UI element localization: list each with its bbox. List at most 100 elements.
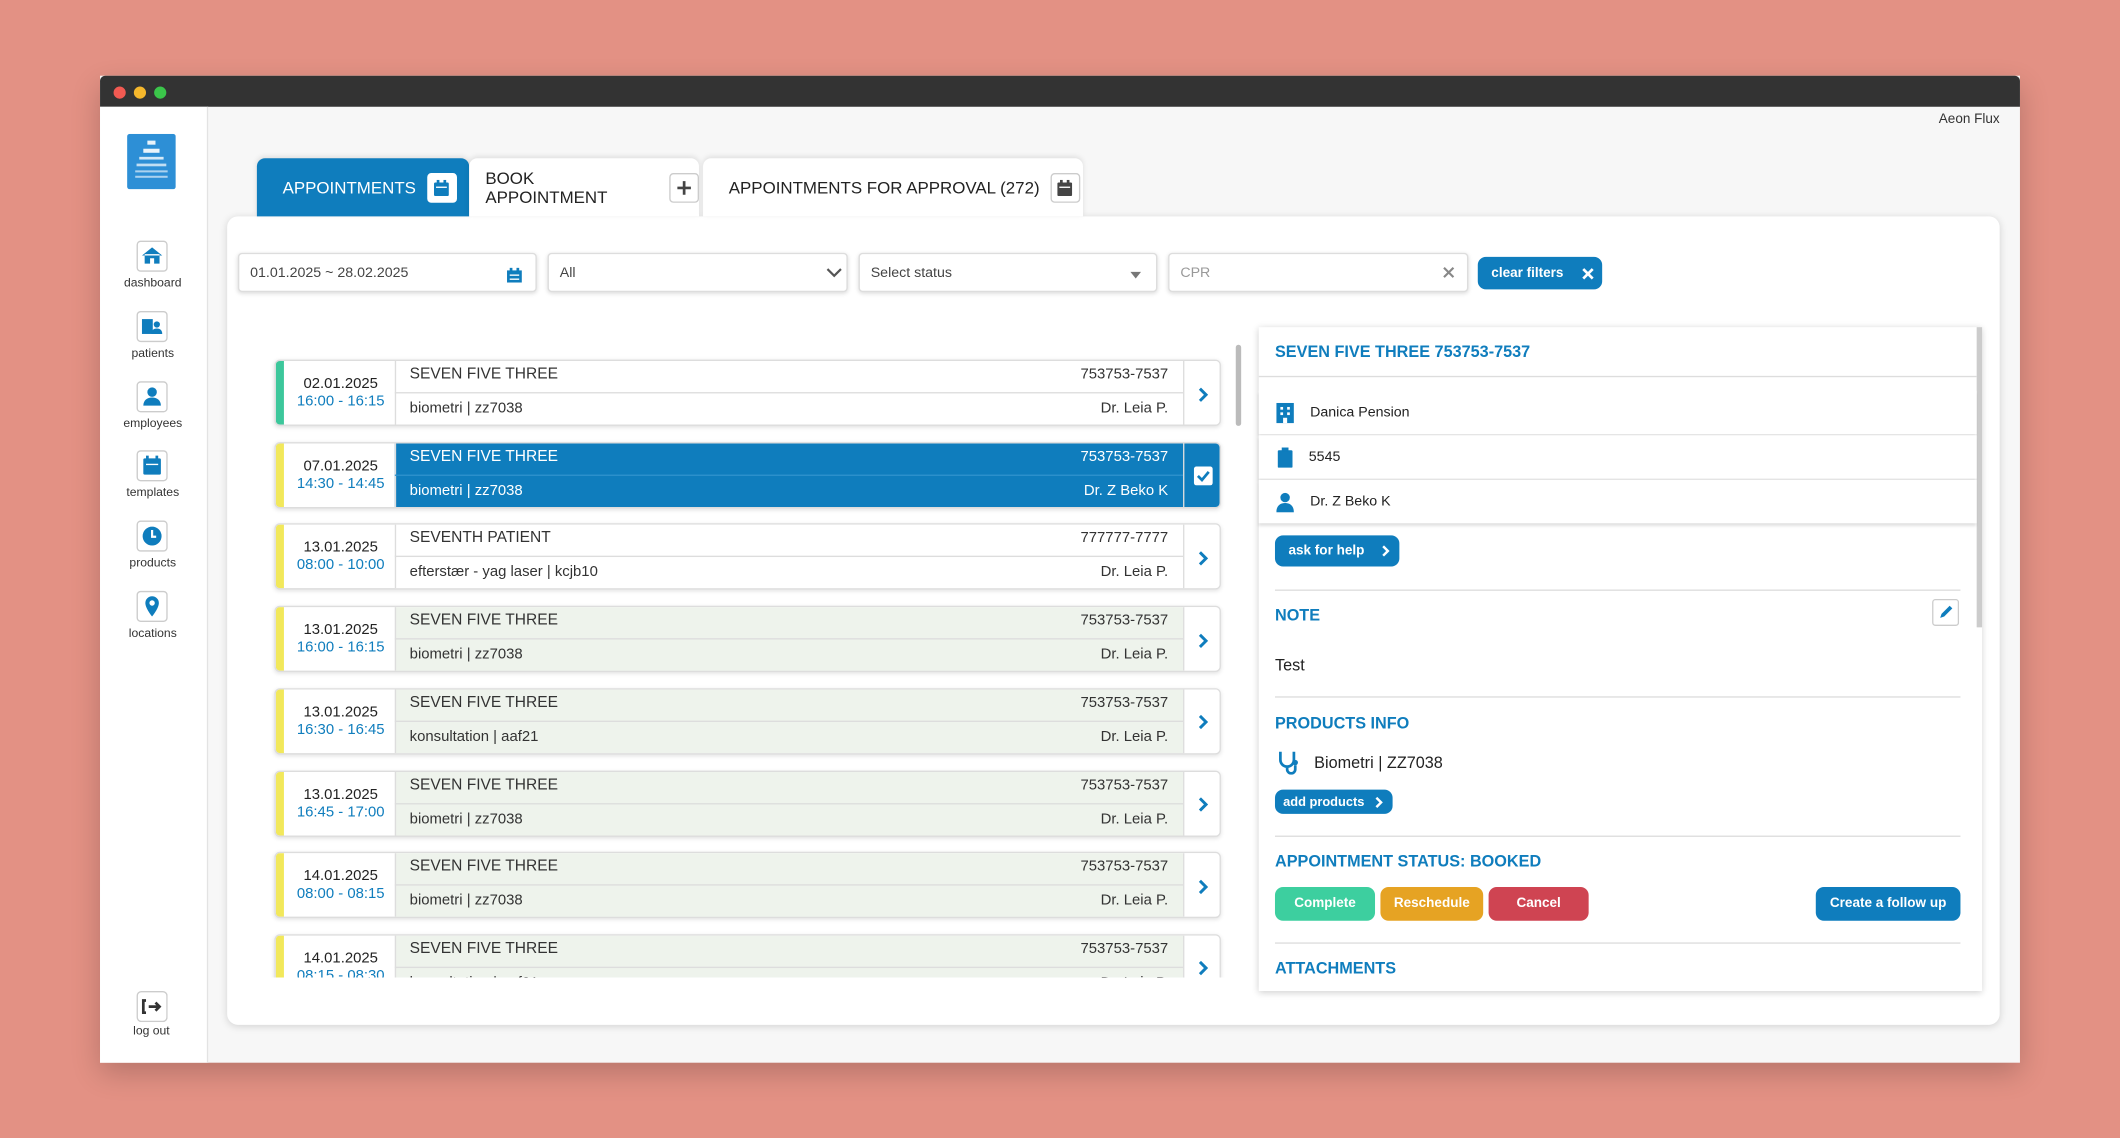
nav-label[interactable]: dashboard <box>124 275 182 290</box>
products-title: PRODUCTS INFO <box>1274 713 1410 733</box>
open-button[interactable] <box>1183 360 1220 425</box>
ask-help-text: ask for help <box>1288 543 1365 559</box>
open-button[interactable] <box>1183 771 1220 835</box>
logout-label[interactable]: log out <box>133 1023 170 1038</box>
close-dot[interactable] <box>113 86 126 99</box>
clear-filters-button[interactable]: clear filters <box>1477 256 1603 290</box>
doctor-row: Dr. Z Beko K <box>1258 479 1977 524</box>
divider <box>1258 375 1977 378</box>
nav-label[interactable]: locations <box>128 625 177 640</box>
date: 13.01.2025 <box>303 786 378 803</box>
description: biometri | zz7038 <box>409 482 523 499</box>
divider <box>1274 589 1961 591</box>
divider <box>394 720 1184 722</box>
open-button[interactable] <box>1183 935 1220 978</box>
appointment-row[interactable]: 13.01.2025 16:30 - 16:45 SEVEN FIVE THREE 7… <box>274 687 1221 755</box>
nav-label[interactable]: templates <box>126 485 180 500</box>
patient-name: SEVEN FIVE THREE <box>409 776 559 793</box>
time: 16:00 - 16:15 <box>296 393 385 410</box>
appointment-row[interactable]: 14.01.2025 08:00 - 08:15 SEVEN FIVE THREE 7… <box>274 852 1221 919</box>
location-select-text: All <box>559 264 576 281</box>
open-button[interactable] <box>1183 443 1220 507</box>
status-select[interactable]: Select status <box>858 252 1158 293</box>
follow-up-button[interactable]: Create a follow up <box>1815 886 1961 921</box>
status-accent <box>275 443 284 507</box>
description: biometri | zz7038 <box>409 400 523 417</box>
patient-cpr: 753753-7537 <box>1080 366 1169 383</box>
date: 14.01.2025 <box>303 868 378 885</box>
open-button[interactable] <box>1183 525 1220 589</box>
status-accent <box>275 360 284 425</box>
open-button[interactable] <box>1183 689 1220 753</box>
appointment-row[interactable]: 13.01.2025 08:00 - 10:00 SEVENTH PATIENT 77… <box>274 523 1221 591</box>
stethoscope-icon <box>1279 751 1298 775</box>
patient-name: SEVEN FIVE THREE <box>409 694 559 711</box>
doctor: Dr. Leia P. <box>1100 810 1169 827</box>
nav-icon[interactable] <box>136 590 168 622</box>
nav-icon[interactable] <box>136 450 168 482</box>
icon <box>143 456 161 476</box>
user-name[interactable]: Aeon Flux <box>1938 112 2000 128</box>
nav-label[interactable]: employees <box>123 415 183 430</box>
patient-name: SEVEN FIVE THREE <box>409 612 559 629</box>
appointment-row[interactable]: 07.01.2025 14:30 - 14:45 SEVEN FIVE THREE 7… <box>274 441 1221 508</box>
minimize-dot[interactable] <box>133 86 147 99</box>
nav-icon[interactable] <box>136 240 168 272</box>
building-icon <box>1276 402 1294 423</box>
logout-icon[interactable] <box>136 991 168 1023</box>
tab[interactable]: APPOINTMENTS <box>256 158 470 217</box>
tab-label: APPOINTMENTS <box>282 177 416 197</box>
edit-note-button[interactable] <box>1932 598 1960 626</box>
detail-scrollbar[interactable] <box>1976 327 1983 628</box>
patient-cpr: 753753-7537 <box>1080 448 1169 465</box>
nav-label[interactable]: patients <box>131 345 175 360</box>
status-select-text: Select status <box>870 264 953 281</box>
doctor: Dr. Leia P. <box>1100 646 1169 663</box>
tab[interactable]: APPOINTMENTS FOR APPROVAL (272) <box>703 158 1083 217</box>
add-products-button[interactable]: add products <box>1274 789 1393 814</box>
list-scrollbar[interactable] <box>1235 344 1242 426</box>
date: 07.01.2025 <box>303 457 378 475</box>
tab[interactable]: BOOK APPOINTMENT <box>469 158 700 217</box>
location-select[interactable]: All <box>547 252 848 293</box>
divider <box>394 638 1184 640</box>
appointment-row[interactable]: 13.01.2025 16:45 - 17:00 SEVEN FIVE THREE 7… <box>274 769 1221 837</box>
open-button[interactable] <box>1183 853 1220 917</box>
chevron-icon <box>1198 633 1209 648</box>
divider <box>1274 942 1961 944</box>
divider <box>394 966 1184 968</box>
clear-icon[interactable] <box>1443 266 1455 278</box>
status-accent <box>275 689 284 753</box>
nav-icon[interactable] <box>136 310 168 342</box>
nav-icon[interactable] <box>136 520 168 552</box>
patient-name: SEVEN FIVE THREE <box>409 448 559 465</box>
appointment-row[interactable]: 13.01.2025 16:00 - 16:15 SEVEN FIVE THREE 7… <box>274 605 1221 673</box>
time: 08:00 - 10:00 <box>296 557 385 574</box>
cpr-placeholder: CPR <box>1180 264 1211 281</box>
date-filter[interactable]: 01.01.2025 ~ 28.02.2025 <box>237 252 537 293</box>
nav-label[interactable]: products <box>129 555 177 570</box>
status-title: APPOINTMENT STATUS: BOOKED <box>1274 851 1542 871</box>
appointment-list: 02.01.2025 16:00 - 16:15 SEVEN FIVE THREE 7… <box>270 345 1225 978</box>
chevron-icon <box>1198 961 1209 976</box>
reschedule-button[interactable]: Reschedule <box>1380 886 1484 921</box>
attachments-title: ATTACHMENTS <box>1274 958 1397 978</box>
divider <box>394 392 1184 394</box>
appointment-row[interactable]: 02.01.2025 16:00 - 16:15 SEVEN FIVE THREE 7… <box>274 359 1221 426</box>
cancel-button[interactable]: Cancel <box>1488 886 1589 921</box>
open-button[interactable] <box>1183 607 1220 671</box>
chevron-icon <box>1198 715 1209 730</box>
ask-help-button[interactable]: ask for help <box>1274 535 1400 567</box>
patient-cpr: 753753-7537 <box>1080 940 1169 958</box>
cpr-input[interactable]: CPR <box>1168 252 1469 293</box>
maximize-dot[interactable] <box>154 86 167 99</box>
description: konsultation | aaf21 <box>409 728 539 745</box>
chevron <box>1382 545 1390 557</box>
appointment-row[interactable]: 14.01.2025 08:15 - 08:30 SEVEN FIVE THREE 7… <box>274 934 1221 978</box>
icon <box>143 386 161 406</box>
complete-button[interactable]: Complete <box>1274 886 1376 921</box>
nav-icon[interactable] <box>136 380 168 412</box>
